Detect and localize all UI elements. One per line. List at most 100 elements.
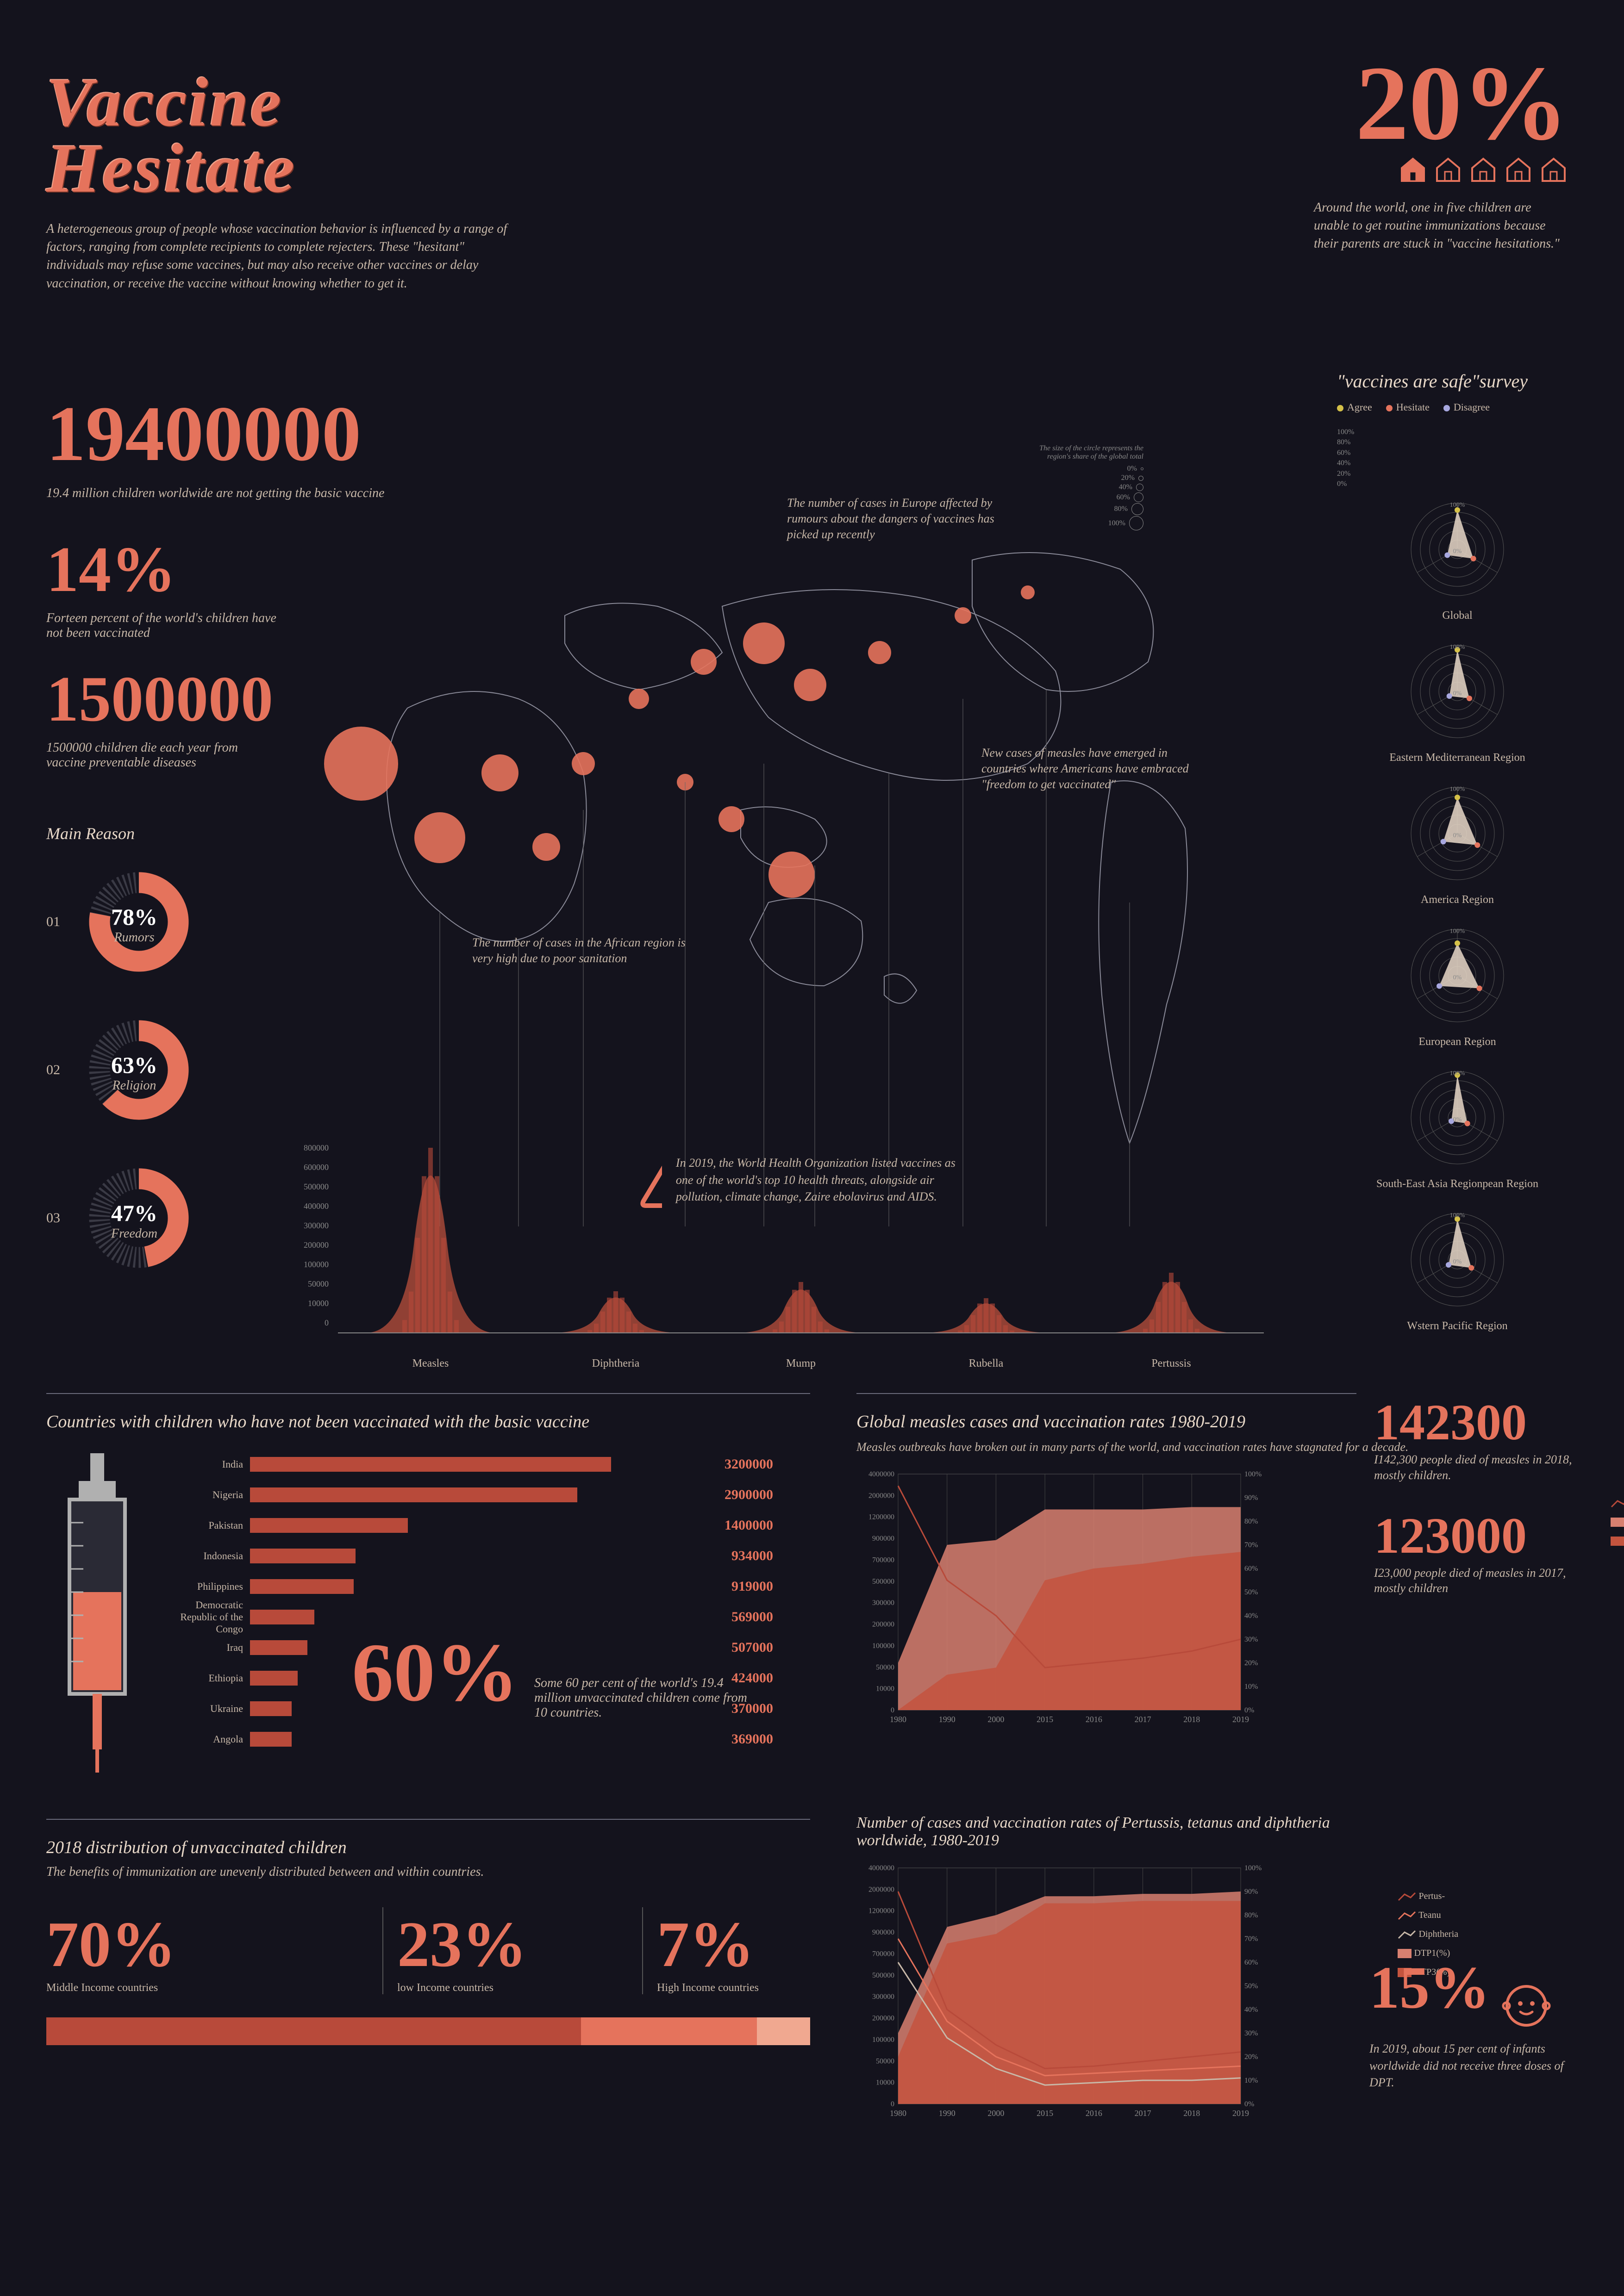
bar: [250, 1549, 356, 1563]
svg-text:10%: 10%: [1244, 2077, 1258, 2084]
house-icon: [1468, 155, 1498, 185]
donut-row: 02 63% Religion: [46, 1010, 278, 1130]
page-title-line2: Hesitate: [46, 136, 556, 202]
house-icon: [1539, 155, 1568, 185]
radar-chart: 100% 0%: [1406, 925, 1508, 1027]
radar-label: Global: [1337, 610, 1578, 622]
svg-text:40%: 40%: [1244, 2006, 1258, 2014]
side-stat-caption: I23,000 people died of measles in 2017, …: [1374, 1565, 1578, 1597]
legend-item: Disagree: [1443, 401, 1490, 413]
svg-text:2017: 2017: [1135, 1715, 1151, 1724]
svg-text:200000: 200000: [872, 1621, 894, 1629]
svg-text:20%: 20%: [1244, 2053, 1258, 2061]
bar: [250, 1579, 354, 1594]
dist-title: 2018 distribution of unvaccinated childr…: [46, 1837, 810, 1858]
donut-number: 03: [46, 1210, 69, 1226]
svg-text:100%: 100%: [1450, 786, 1465, 793]
dist-label: High Income countries: [657, 1982, 810, 1994]
sixty-percent-block: 60% Some 60 per cent of the world's 19.4…: [352, 1624, 768, 1720]
bar-row: India 3200000: [171, 1453, 773, 1475]
dist-item: 7% High Income countries: [642, 1907, 810, 1994]
svg-text:0%: 0%: [1453, 690, 1462, 697]
pertussis-title: Number of cases and vaccination rates of…: [856, 1814, 1366, 1849]
bar-label: India: [171, 1458, 250, 1470]
svg-text:700000: 700000: [872, 1556, 894, 1564]
dist-item: 23% low Income countries: [382, 1907, 642, 1994]
map-callout: New cases of measles have emerged in cou…: [981, 745, 1213, 792]
bar-label: Indonesia: [171, 1550, 250, 1562]
stat-1.5m-caption: 1500000 children die each year from vacc…: [46, 740, 278, 770]
svg-text:0%: 0%: [1453, 1116, 1462, 1123]
svg-text:90%: 90%: [1244, 1494, 1258, 1502]
donut-percent: 47%: [93, 1200, 176, 1226]
side-stat-number: 142300: [1374, 1393, 1578, 1452]
area-chart: 4000000200000012000009000007000005000003…: [856, 1469, 1273, 1729]
divider: [46, 1393, 810, 1394]
radar-chart: 100% 0%: [1406, 783, 1508, 884]
main-reason-title: Main Reason: [46, 824, 278, 843]
svg-text:1980: 1980: [890, 1715, 906, 1724]
stat-14pct-caption: Forteen percent of the world's children …: [46, 611, 278, 641]
svg-text:700000: 700000: [872, 1950, 894, 1958]
svg-text:2018: 2018: [1183, 1715, 1200, 1724]
twenty-percent-caption: Around the world, one in five children a…: [1314, 199, 1568, 253]
disease-label: Rubella: [893, 1357, 1079, 1370]
bar: [250, 1610, 314, 1624]
dist-percent: 7%: [657, 1907, 810, 1982]
svg-text:4000000: 4000000: [868, 1470, 894, 1478]
svg-text:30%: 30%: [1244, 2029, 1258, 2037]
warning-text: In 2019, the World Health Organization l…: [676, 1155, 963, 1205]
who-warning: In 2019, the World Health Organization l…: [639, 1148, 963, 1213]
intro-text: A heterogeneous group of people whose va…: [46, 220, 509, 292]
donut-number: 02: [46, 1062, 69, 1078]
legend-item: Agree: [1337, 401, 1372, 413]
house-icon: [1504, 155, 1533, 185]
countries-title: Countries with children who have not bee…: [46, 1412, 810, 1432]
stat-14pct: 14%: [46, 532, 176, 607]
survey-axis: 100%80%60%40%20%0%: [1337, 427, 1578, 489]
svg-text:1990: 1990: [939, 1715, 956, 1724]
svg-text:100%: 100%: [1244, 1864, 1262, 1872]
svg-text:40%: 40%: [1244, 1612, 1258, 1620]
svg-text:2016: 2016: [1086, 2109, 1102, 2118]
fifteen-caption: In 2019, about 15 per cent of infants wo…: [1369, 2041, 1578, 2091]
main-reason-block: Main Reason 01 78% Rumors 02 63% Religio…: [46, 824, 278, 1306]
sixty-percent-caption: Some 60 per cent of the world's 19.4 mil…: [534, 1676, 756, 1720]
svg-text:100%: 100%: [1450, 1212, 1465, 1219]
dist-subtitle: The benefits of immunization are unevenl…: [46, 1865, 810, 1879]
svg-text:80%: 80%: [1244, 1518, 1258, 1525]
baby-face-icon: [1501, 1980, 1552, 2031]
svg-text:90%: 90%: [1244, 1888, 1258, 1896]
svg-text:0%: 0%: [1453, 974, 1462, 981]
donut-name: Rumors: [93, 930, 176, 945]
svg-text:50000: 50000: [876, 1664, 894, 1672]
radar-label: Eastern Mediterranean Region: [1337, 752, 1578, 764]
svg-text:0%: 0%: [1453, 548, 1462, 555]
svg-text:100000: 100000: [872, 2036, 894, 2044]
svg-text:500000: 500000: [872, 1972, 894, 1979]
svg-text:100000: 100000: [872, 1642, 894, 1650]
area-chart: 4000000200000012000009000007000005000003…: [856, 1863, 1273, 2122]
svg-text:60%: 60%: [1244, 1959, 1258, 1966]
bar-label: Iraq: [171, 1642, 250, 1654]
dist-item: 70% Middle Income countries: [46, 1907, 382, 1994]
svg-text:2000: 2000: [987, 2109, 1004, 2118]
svg-text:100%: 100%: [1244, 1470, 1262, 1478]
house-icon: [1433, 155, 1463, 185]
svg-text:50%: 50%: [1244, 1982, 1258, 1990]
dist-percent: 70%: [46, 1907, 382, 1982]
radar-label: America Region: [1337, 894, 1578, 906]
bar-label: Democratic Republic of the Congo: [171, 1599, 250, 1635]
radar-label: Wstern Pacific Region: [1337, 1320, 1578, 1332]
bar: [250, 1701, 292, 1716]
bar-value: 1400000: [725, 1518, 773, 1533]
countries-block: Countries with children who have not bee…: [46, 1412, 810, 1432]
svg-text:2016: 2016: [1086, 1715, 1102, 1724]
bar-value: 934000: [731, 1548, 773, 1564]
disease-label: Pertussis: [1079, 1357, 1264, 1370]
svg-text:900000: 900000: [872, 1929, 894, 1936]
svg-text:4000000: 4000000: [868, 1864, 894, 1872]
dist-label: Middle Income countries: [46, 1982, 382, 1994]
svg-text:60%: 60%: [1244, 1565, 1258, 1573]
radar-chart: 100% 0%: [1406, 1067, 1508, 1169]
